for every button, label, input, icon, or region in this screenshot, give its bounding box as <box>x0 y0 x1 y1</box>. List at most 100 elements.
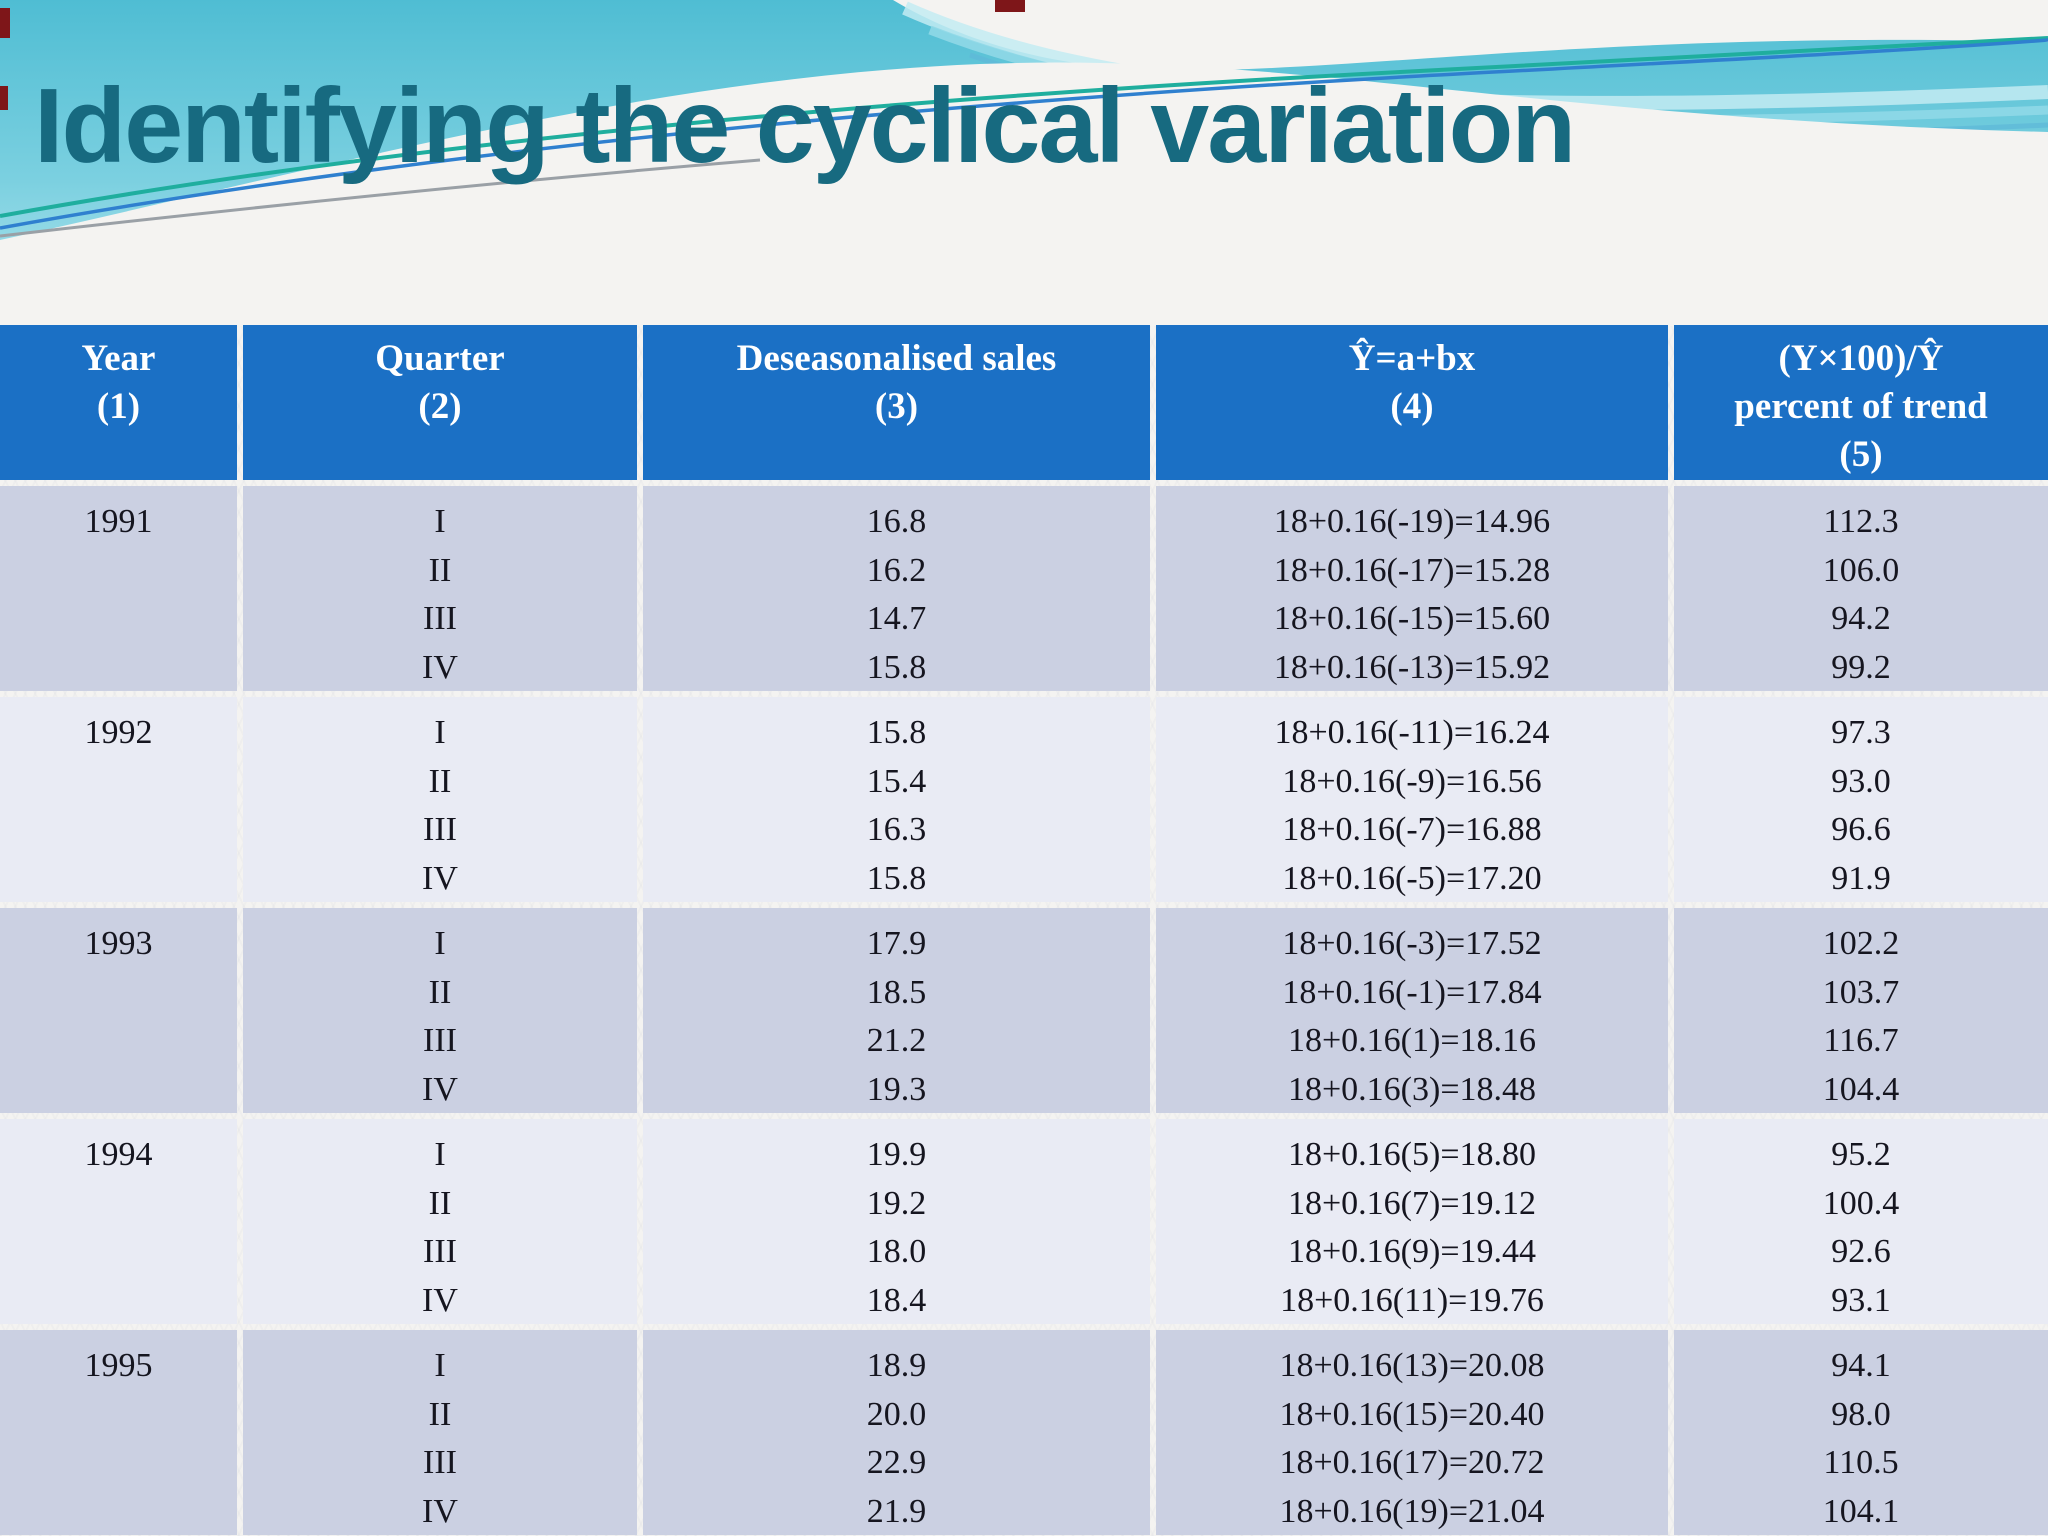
year-cell-1993: 1993 <box>0 908 237 1113</box>
cell-line: 98.0 <box>1831 1395 1891 1433</box>
cell-line: 94.1 <box>1831 1347 1891 1384</box>
cell-line: 18+0.16(-1)=17.84 <box>1282 973 1542 1011</box>
cell-line: III <box>423 1022 457 1059</box>
cell-line: 104.4 <box>1822 1070 1900 1108</box>
cell-line: II <box>428 1395 452 1433</box>
header-cell-4: Ŷ=a+bx (4) <box>1156 325 1668 480</box>
cell-line: 18+0.16(-15)=15.60 <box>1273 600 1551 637</box>
cell-line: 15.8 <box>866 648 927 686</box>
cell-line: III <box>423 811 457 848</box>
cell-line: IV <box>422 1281 458 1319</box>
slide-title: Identifying the cyclical variation <box>34 67 1576 185</box>
cell-line: 18.9 <box>866 1347 927 1384</box>
cell-line: (4) <box>1390 386 1434 427</box>
sales-cell-1991: 16.8 16.2 14.7 15.8 <box>643 486 1150 691</box>
cell-line: 94.2 <box>1831 600 1891 637</box>
cell-line: III <box>423 1233 457 1270</box>
cell-line: (1) <box>96 386 141 427</box>
cell-line: (2) <box>418 386 462 427</box>
cell-line: 100.4 <box>1822 1184 1900 1222</box>
cell-line: 104.1 <box>1822 1492 1900 1530</box>
header-cell-5: (Y×100)/Ŷ percent of trend (5) <box>1674 325 2048 480</box>
cell-line: 15.4 <box>866 762 927 800</box>
year-cell-1992: 1992 <box>0 697 237 902</box>
cell-line: 103.7 <box>1822 973 1900 1011</box>
cell-line: II <box>428 762 452 800</box>
cell-line: 18+0.16(-17)=15.28 <box>1273 551 1551 589</box>
cell-line: 18+0.16(7)=19.12 <box>1288 1184 1536 1222</box>
percent-cell-1994: 95.2 100.4 92.6 93.1 <box>1674 1119 2048 1324</box>
quarter-cell-1992: I II III IV <box>243 697 637 902</box>
cell-line: 18+0.16(11)=19.76 <box>1280 1281 1544 1319</box>
quarter-cell-1991: I II III IV <box>243 486 637 691</box>
header-cell-2: Quarter (2) <box>243 325 637 480</box>
cell-line: 102.2 <box>1822 925 1900 962</box>
header-cell-3: Deseasonalised sales (3) <box>643 325 1150 480</box>
quarter-cell-1993: I II III IV <box>243 908 637 1113</box>
cell-line: 16.8 <box>866 503 927 540</box>
cell-line: 18+0.16(3)=18.48 <box>1288 1070 1536 1108</box>
cell-line: 18.4 <box>866 1281 927 1319</box>
cell-line: 96.6 <box>1831 811 1891 848</box>
cell-line: 18+0.16(-9)=16.56 <box>1282 762 1542 800</box>
cell-line: 21.2 <box>866 1022 927 1059</box>
cell-line: 18+0.16(1)=18.16 <box>1288 1022 1536 1059</box>
cell-line: I <box>434 503 446 540</box>
cell-line: IV <box>422 648 458 686</box>
cell-line: 15.8 <box>866 859 927 897</box>
cell-line: 16.3 <box>866 811 927 848</box>
percent-cell-1991: 112.3 106.0 94.2 99.2 <box>1674 486 2048 691</box>
cell-line: 110.5 <box>1823 1444 1899 1481</box>
cell-line: 93.0 <box>1831 762 1891 800</box>
data-table: Year (1) Quarter (2) Deseasonalised sales (3)… <box>0 325 2048 1535</box>
cell-line: 18+0.16(-3)=17.52 <box>1282 925 1542 962</box>
cell-line: II <box>428 551 452 589</box>
cell-line: 93.1 <box>1831 1281 1891 1319</box>
cell-line: 18+0.16(-5)=17.20 <box>1282 859 1542 897</box>
cell-line: 18+0.16(19)=21.04 <box>1279 1492 1545 1530</box>
cell-line: Year <box>81 338 156 379</box>
cell-line: 18.0 <box>866 1233 927 1270</box>
compression-artifact <box>0 8 10 38</box>
cell-line: Deseasonalised sales <box>736 338 1057 379</box>
cell-line: 19.9 <box>866 1136 927 1173</box>
cell-line: 97.3 <box>1831 714 1891 751</box>
cell-line: IV <box>422 1492 458 1530</box>
cell-line: II <box>428 1184 452 1222</box>
cell-line: 17.9 <box>866 925 927 962</box>
cell-line: 92.6 <box>1831 1233 1891 1270</box>
cell-line: II <box>428 973 452 1011</box>
cell-line: 106.0 <box>1822 551 1900 589</box>
cell-line: I <box>434 714 446 751</box>
cell-line: 22.9 <box>866 1444 927 1481</box>
cell-line: 116.7 <box>1823 1022 1899 1059</box>
cell-line: 21.9 <box>866 1492 927 1530</box>
cell-line: III <box>423 1444 457 1481</box>
year-cell-1994: 1994 <box>0 1119 237 1324</box>
cell-line: Quarter <box>375 338 505 379</box>
percent-cell-1993: 102.2 103.7 116.7 104.4 <box>1674 908 2048 1113</box>
cell-line: 18+0.16(-13)=15.92 <box>1273 648 1551 686</box>
cell-line: 18+0.16(15)=20.40 <box>1279 1395 1545 1433</box>
cell-line: I <box>434 925 446 962</box>
cell-line: 18+0.16(9)=19.44 <box>1288 1233 1536 1270</box>
cell-line: 20.0 <box>866 1395 927 1433</box>
trend-cell-1992: 18+0.16(-11)=16.24 18+0.16(-9)=16.56 18+0.… <box>1156 697 1668 902</box>
cell-line: (5) <box>1839 434 1883 475</box>
cell-line: Ŷ=a+bx <box>1348 338 1476 379</box>
compression-artifact <box>995 0 1025 12</box>
cell-line: 91.9 <box>1831 859 1891 897</box>
cell-line: 18+0.16(-11)=16.24 <box>1274 714 1550 751</box>
quarter-cell-1994: I II III IV <box>243 1119 637 1324</box>
cell-line: I <box>434 1136 446 1173</box>
cell-line: 16.2 <box>866 551 927 589</box>
cell-line: I <box>434 1347 446 1384</box>
cell-line: 18+0.16(-19)=14.96 <box>1273 503 1551 540</box>
sales-cell-1992: 15.8 15.4 16.3 15.8 <box>643 697 1150 902</box>
cell-line: 99.2 <box>1831 648 1891 686</box>
cell-line: 1993 <box>84 925 153 962</box>
cell-line: 1992 <box>84 714 153 751</box>
year-cell-1991: 1991 <box>0 486 237 691</box>
trend-cell-1991: 18+0.16(-19)=14.96 18+0.16(-17)=15.28 18+0… <box>1156 486 1668 691</box>
